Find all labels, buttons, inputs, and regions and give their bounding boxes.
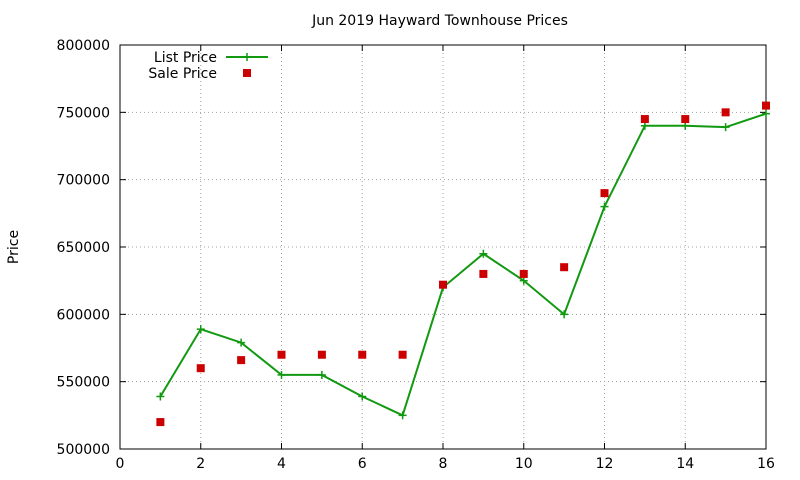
sale-price-point [721,108,730,117]
list-price-point [560,310,569,319]
x-tick-label: 14 [676,456,694,472]
list-price-point [358,392,367,401]
list-price-point [196,325,205,334]
y-tick-label: 550000 [57,375,110,391]
y-axis-label: Price [6,230,22,264]
x-tick-label: 0 [116,456,125,472]
x-tick-label: 8 [439,456,448,472]
sale-price-point [439,280,447,289]
y-tick-label: 500000 [57,442,110,458]
y-tick-label: 650000 [57,240,110,256]
list-price-point [479,249,488,258]
legend-label: List Price [154,50,217,66]
legend-label: Sale Price [148,66,217,82]
list-price-line [159,112,767,417]
x-tick-label: 10 [515,456,533,472]
x-tick-label: 4 [277,456,286,472]
sale-price-point [317,350,326,359]
sale-price-point [398,350,407,359]
list-price-point [277,370,286,379]
sale-price-point [519,269,528,278]
list-price-point [398,411,407,420]
legend-square-marker [243,69,251,77]
sale-price-point [358,350,367,359]
y-tick-label: 800000 [57,38,110,54]
x-tick-label: 2 [196,456,205,472]
list-price-point [237,338,246,347]
x-tick-label: 6 [358,456,367,472]
chart-title: Jun 2019 Hayward Townhouse Prices [311,13,568,29]
series-layer [156,101,770,427]
list-price-point [519,276,528,285]
sale-price-point [277,350,286,359]
x-tick-label: 12 [596,456,614,472]
list-price-point [762,109,770,118]
sale-price-point [560,263,569,272]
sale-price-point [600,189,609,198]
list-price-point [317,370,326,379]
list-price-point [600,202,609,211]
sale-price-point [156,418,165,427]
axes-layer: 0 2 4 6 8 10 12 14 16 500000 550000 600000 650000 700… [57,38,775,472]
list-price-point [681,121,690,130]
list-price-point [721,123,730,132]
sale-price-point [237,356,246,365]
sale-price-point [640,115,649,124]
y-tick-label: 750000 [57,105,110,121]
x-tick-label: 16 [757,456,775,472]
sale-price-point [196,364,205,373]
sale-price-point [479,269,488,278]
y-tick-label: 600000 [57,307,110,323]
legend-plus-marker [243,53,251,61]
grid-layer [120,45,766,449]
sale-price-point [681,115,690,124]
list-price-point [640,121,649,130]
list-price-point [156,392,165,401]
y-tick-label: 700000 [57,173,110,189]
sale-price-point [762,101,770,110]
